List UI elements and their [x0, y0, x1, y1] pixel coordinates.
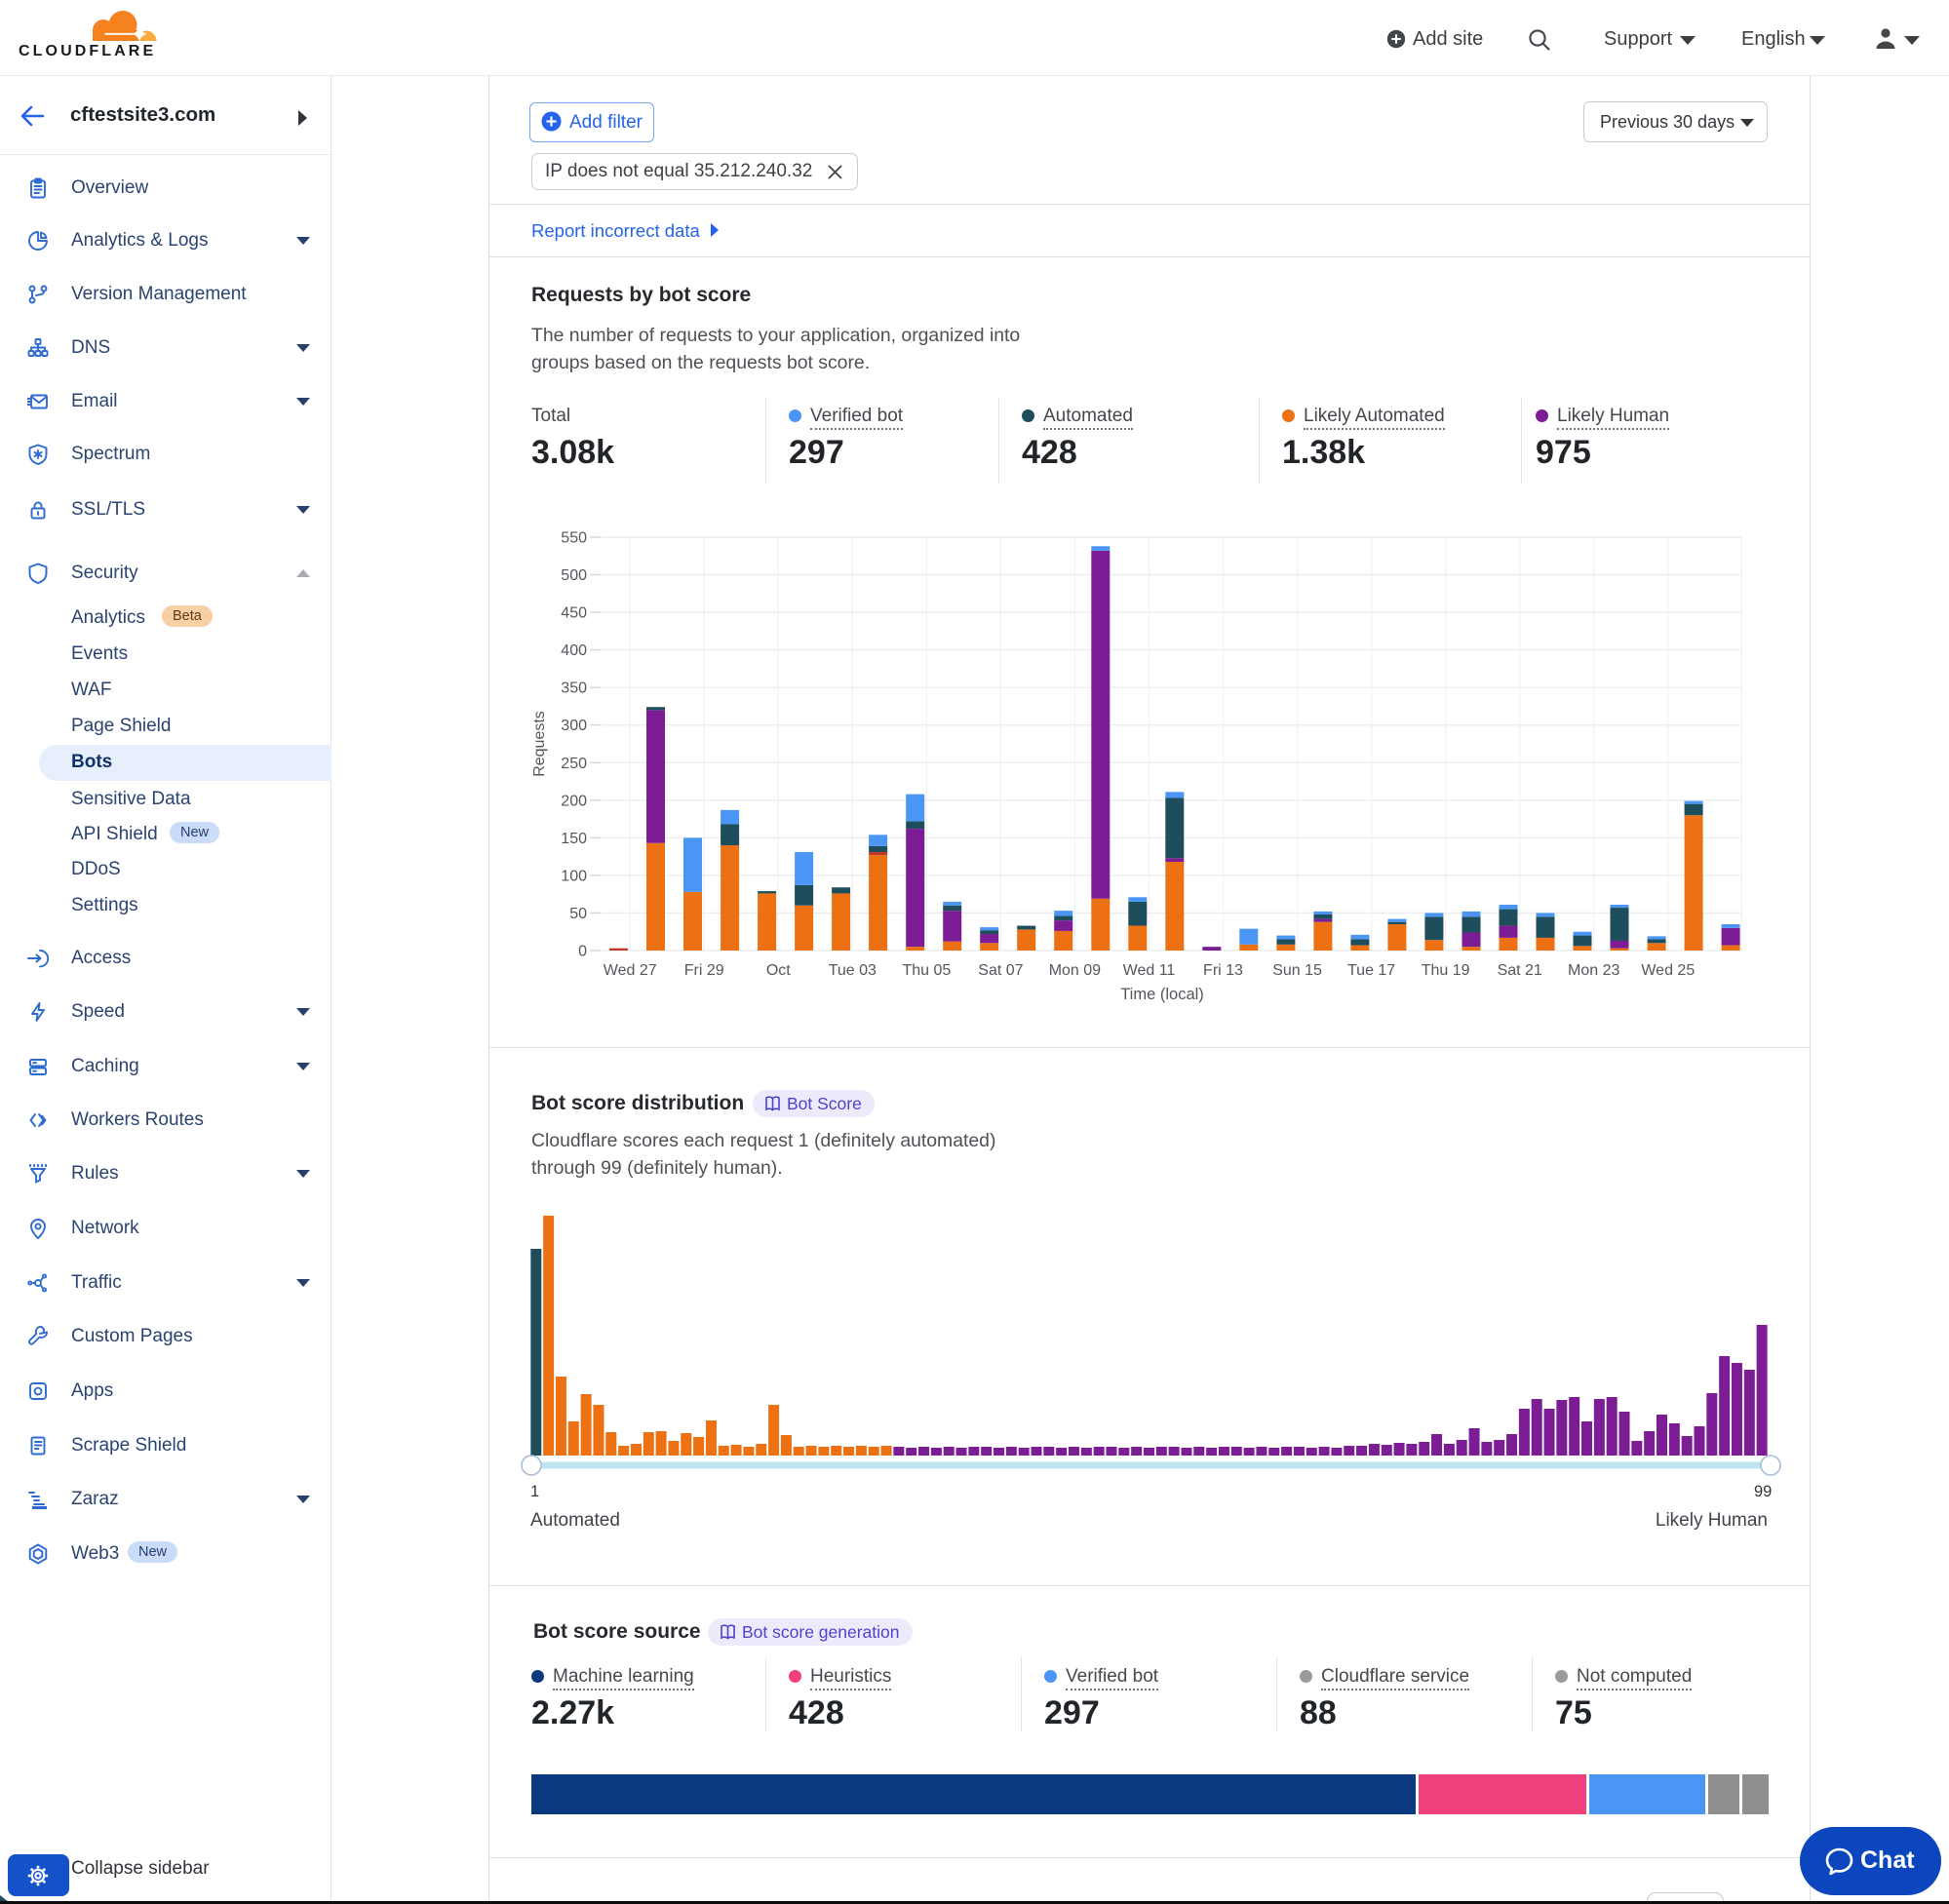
svg-text:Requests: Requests — [531, 711, 548, 777]
svg-text:Mon 09: Mon 09 — [1049, 962, 1101, 979]
svg-text:Oct: Oct — [766, 962, 791, 979]
svg-text:50: 50 — [569, 906, 587, 922]
svg-text:350: 350 — [561, 680, 587, 697]
svg-text:Wed 27: Wed 27 — [604, 962, 657, 979]
svg-text:Wed 25: Wed 25 — [1641, 962, 1695, 979]
svg-text:Tue 03: Tue 03 — [829, 962, 877, 979]
svg-text:Thu 19: Thu 19 — [1422, 962, 1470, 979]
svg-text:Thu 05: Thu 05 — [902, 962, 951, 979]
svg-text:Wed 11: Wed 11 — [1123, 962, 1176, 979]
svg-text:Mon 23: Mon 23 — [1568, 962, 1619, 979]
svg-text:500: 500 — [561, 567, 587, 584]
svg-text:550: 550 — [561, 530, 587, 547]
svg-text:0: 0 — [578, 944, 587, 960]
svg-text:Fri 29: Fri 29 — [684, 962, 724, 979]
svg-text:400: 400 — [561, 642, 587, 659]
svg-text:Tue 17: Tue 17 — [1347, 962, 1395, 979]
svg-text:Sun 15: Sun 15 — [1272, 962, 1322, 979]
svg-text:Sat 21: Sat 21 — [1498, 962, 1542, 979]
svg-text:Time (local): Time (local) — [1120, 986, 1204, 1003]
svg-text:150: 150 — [561, 831, 587, 847]
svg-text:Fri 13: Fri 13 — [1203, 962, 1243, 979]
svg-text:200: 200 — [561, 793, 587, 809]
svg-text:250: 250 — [561, 756, 587, 772]
svg-text:300: 300 — [561, 718, 587, 734]
svg-text:450: 450 — [561, 605, 587, 622]
svg-text:Sat 07: Sat 07 — [978, 962, 1023, 979]
svg-text:100: 100 — [561, 868, 587, 884]
